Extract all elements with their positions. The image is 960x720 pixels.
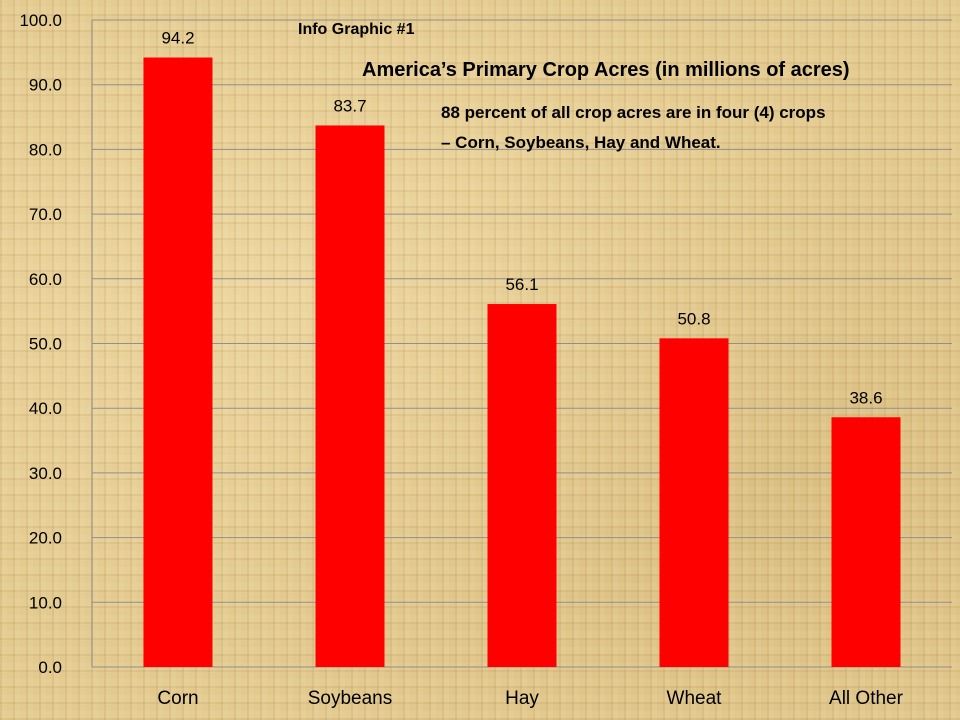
x-category-label: Corn (157, 688, 198, 709)
y-tick-label: 40.0 (29, 399, 62, 418)
bars (143, 57, 901, 667)
data-label: 56.1 (505, 275, 538, 294)
bar (831, 417, 901, 667)
data-label: 83.7 (333, 96, 366, 115)
annotation-line-2: – Corn, Soybeans, Hay and Wheat. (441, 133, 721, 152)
data-labels: 94.2 83.7 56.1 50.8 38.6 (161, 29, 882, 408)
y-axis-tick-labels: 0.0 10.0 20.0 30.0 40.0 50.0 60.0 70.0 80.0 90.0 1… (19, 11, 62, 677)
y-tick-label: 30.0 (29, 464, 62, 483)
x-category-label: Wheat (667, 688, 723, 709)
y-tick-label: 100.0 (19, 11, 62, 30)
data-label: 38.6 (849, 388, 882, 407)
y-tick-label: 20.0 (29, 529, 62, 548)
chart-title: America’s Primary Crop Acres (in million… (362, 59, 850, 81)
chart-subtitle: Info Graphic #1 (298, 21, 415, 38)
annotation-line-1: 88 percent of all crop acres are in four… (441, 103, 826, 122)
x-axis-category-labels: Corn Soybeans Hay Wheat All Other (157, 688, 903, 709)
bar (659, 338, 729, 667)
bar (315, 125, 385, 667)
x-category-label: Soybeans (308, 688, 393, 709)
x-category-label: All Other (829, 688, 904, 709)
y-tick-label: 0.0 (38, 658, 62, 677)
y-tick-label: 10.0 (29, 593, 62, 612)
bar (487, 304, 557, 667)
y-tick-label: 70.0 (29, 205, 62, 224)
data-label: 94.2 (161, 29, 194, 48)
data-label: 50.8 (677, 309, 710, 328)
x-category-label: Hay (505, 688, 539, 709)
y-tick-label: 50.0 (29, 335, 62, 354)
bar (143, 57, 213, 667)
y-tick-label: 90.0 (29, 76, 62, 95)
y-tick-label: 60.0 (29, 270, 62, 289)
y-tick-label: 80.0 (29, 140, 62, 159)
